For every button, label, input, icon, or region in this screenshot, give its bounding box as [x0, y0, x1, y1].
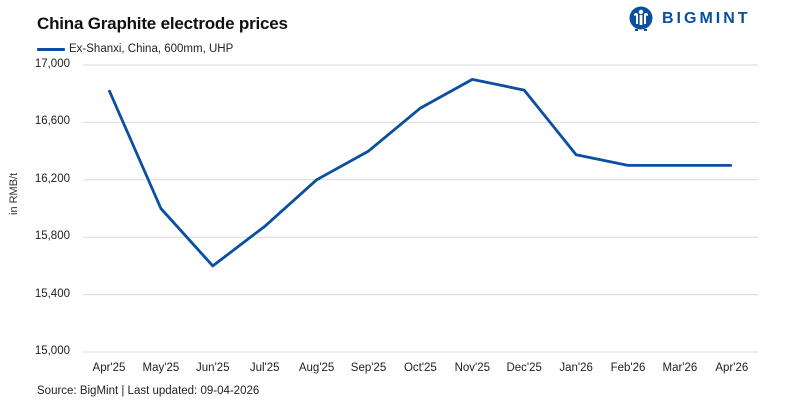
legend-line-swatch — [37, 47, 65, 51]
x-tick-label: Feb'26 — [610, 362, 646, 374]
bigmint-logo-icon — [629, 6, 653, 31]
legend-series-label: Ex-Shanxi, China, 600mm, UHP — [69, 43, 234, 55]
source-note: Source: BigMint | Last updated: 09-04-20… — [37, 385, 260, 397]
x-tick-label: May'25 — [142, 362, 180, 374]
y-tick-label: 15,800 — [34, 230, 70, 243]
y-tick-label: 16,200 — [34, 172, 70, 185]
bigmint-logo: BIGMINT — [627, 6, 751, 32]
y-tick-label: 15,000 — [34, 345, 70, 357]
x-tick-label: Jul'25 — [249, 362, 280, 374]
x-tick-label: Mar'26 — [662, 362, 698, 374]
y-tick-label: 15,400 — [34, 287, 70, 300]
y-tick-label: 16,600 — [34, 115, 70, 128]
x-tick-label: Jan'26 — [559, 362, 593, 374]
x-tick-label: Apr'25 — [92, 362, 126, 374]
x-tick-label: Sep'25 — [350, 362, 387, 374]
series-line — [107, 78, 732, 268]
x-tick-label: Nov'25 — [454, 362, 491, 374]
legend: Ex-Shanxi, China, 600mm, UHP — [37, 43, 233, 55]
chart-title: China Graphite electrode prices — [37, 14, 288, 33]
x-tick-label: Apr'26 — [715, 362, 749, 374]
x-tick-label: Dec'25 — [506, 362, 542, 374]
x-tick-label: Oct'25 — [403, 362, 437, 374]
x-tick-label: Aug'25 — [298, 362, 335, 374]
logo-wordmark: BIGMINT — [662, 10, 751, 27]
x-tick-label: Jun'25 — [196, 362, 230, 374]
y-tick-label: 17,000 — [34, 58, 70, 70]
